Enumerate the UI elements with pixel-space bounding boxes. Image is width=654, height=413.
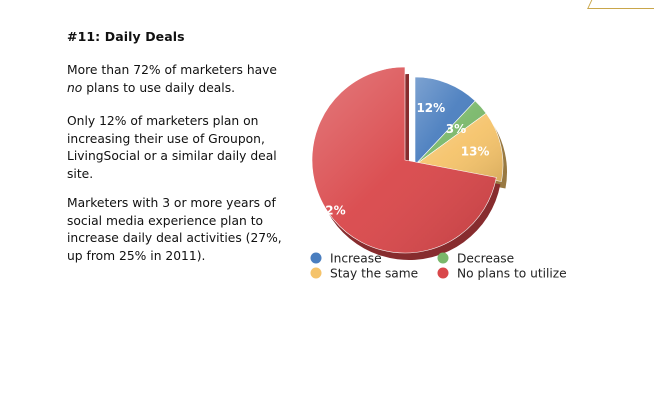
pie-slice-shine <box>415 100 487 165</box>
slice-label-stay-the-same: 13% <box>461 145 490 159</box>
paragraph-1-start: More than 72% of marketers have <box>67 63 277 77</box>
legend-swatch-stay-the-same <box>310 267 322 279</box>
legend-swatch-decrease <box>437 252 449 264</box>
paragraph-increasing: Only 12% of marketers plan on increasing… <box>67 114 277 181</box>
slice-label-increase: 12% <box>416 101 445 115</box>
legend-label-no-plans-to-utilize: No plans to utilize <box>457 267 567 281</box>
legend-swatch-increase <box>310 252 322 264</box>
paragraph-no-plans: More than 72% of marketers have no plans… <box>67 62 282 97</box>
paragraph-1-end: plans to use daily deals. <box>82 80 236 95</box>
pie-slice-shine <box>415 77 476 165</box>
paragraph-1-emphasis: no <box>67 80 83 95</box>
legend-swatch-no-plans-to-utilize <box>437 267 449 279</box>
pie-slice-shine <box>312 67 497 254</box>
pie-slice-shine <box>415 113 503 182</box>
paragraph-experience: Marketers with 3 or more years of social… <box>67 196 282 263</box>
slice-label-decrease: 3% <box>446 122 466 136</box>
legend-label-stay-the-same: Stay the same <box>330 267 418 281</box>
legend-label-increase: Increase <box>330 252 382 266</box>
slice-label-no-plans-to-utilize: 72% <box>317 203 346 217</box>
legend-label-decrease: Decrease <box>457 252 514 266</box>
section-title: #11: Daily Deals <box>67 29 185 44</box>
